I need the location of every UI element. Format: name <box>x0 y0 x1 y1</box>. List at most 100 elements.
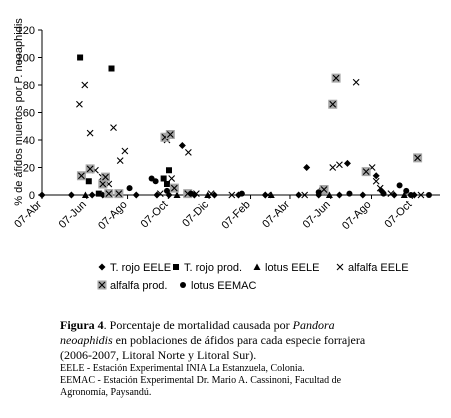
point-alfalfa-eele <box>110 124 117 132</box>
point-alfalfa-eele <box>372 177 380 185</box>
caption-note-eele: EELE - Estación Experimental INIA La Est… <box>60 363 305 374</box>
point-alfalfa-eele <box>116 157 124 165</box>
legend-marker-lotus-eele <box>253 263 261 270</box>
point-lotus-eele <box>204 191 212 198</box>
point-alfalfa-eele <box>81 81 89 89</box>
x-ticks: 07-Abr 07-Jun 07-Ago 07-Oct 07-Dic 07-Feb 07-A… <box>12 195 414 232</box>
point-t-rojo-prod <box>108 65 115 72</box>
caption-main: Figura 4. Porcentaje de mortalidad causa… <box>60 318 390 363</box>
data-points <box>38 54 432 199</box>
point-t-rojo-eele <box>295 191 303 199</box>
caption-note-eemac: EEMAC - Estación Experimental Dr. Mario … <box>60 375 342 398</box>
point-lotus-eemac <box>380 190 387 197</box>
point-t-rojo-prod <box>77 54 84 61</box>
point-lotus-eele <box>173 191 181 198</box>
legend-marker-alfalfa-prod <box>97 280 107 290</box>
point-lotus-eele <box>81 191 89 198</box>
x-tick-label: 07-Jun <box>57 199 89 231</box>
point-t-rojo-prod <box>163 181 170 187</box>
point-alfalfa-eele <box>156 190 164 198</box>
point-t-rojo-eele <box>335 191 343 199</box>
point-lotus-eemac <box>396 182 403 189</box>
point-alfalfa-eele <box>207 190 215 198</box>
point-alfalfa-eele <box>336 161 343 169</box>
point-alfalfa-prod <box>331 73 341 83</box>
x-tick-label: 07-Abr <box>260 198 292 230</box>
point-alfalfa-prod <box>413 153 423 163</box>
y-tick-label: 40 <box>23 135 35 147</box>
legend-marker-t-rojo-prod <box>173 264 179 270</box>
point-alfalfa-eele <box>76 100 83 108</box>
x-tick-label: 07-Oct <box>383 199 415 231</box>
point-t-rojo-eele <box>88 191 96 199</box>
legend-label-lotus-eemac: lotus EEMAC <box>191 280 256 292</box>
y-tick-label: 120 <box>17 25 35 37</box>
point-alfalfa-prod <box>76 171 86 181</box>
caption-figure-label: Figura 4 <box>60 318 104 332</box>
y-tick-label: 60 <box>23 108 35 120</box>
y-ticks: 0 20 40 60 80 100 120 <box>17 25 42 202</box>
legend: T. rojo EELE T. rojo prod. lotus EELE alfal… <box>97 262 409 292</box>
point-t-rojo-eele <box>38 191 46 199</box>
legend-label-alfalfa-eele: alfalfa EELE <box>348 262 409 274</box>
point-t-rojo-prod <box>160 175 167 182</box>
x-tick-label: 07-Ago <box>340 199 374 233</box>
point-lotus-eemac <box>425 192 432 198</box>
point-alfalfa-prod <box>98 179 108 189</box>
point-t-rojo-eele <box>261 191 269 199</box>
point-alfalfa-prod <box>165 130 175 139</box>
point-lotus-eemac <box>152 178 159 185</box>
point-t-rojo-eele <box>178 142 186 149</box>
point-t-rojo-eele <box>303 164 311 171</box>
point-t-rojo-eele <box>153 191 161 199</box>
point-alfalfa-prod <box>104 189 114 199</box>
x-tick-label: 07-Dic <box>180 198 211 229</box>
point-lotus-eele <box>325 191 333 198</box>
point-alfalfa-prod <box>319 185 329 194</box>
x-tick-label: 07-Jun <box>301 199 333 231</box>
point-alfalfa-eele <box>352 78 360 86</box>
point-alfalfa-prod <box>100 172 110 182</box>
y-tick-label: 100 <box>17 53 35 65</box>
y-tick-label: 20 <box>23 163 35 175</box>
legend-label-lotus-eele: lotus EELE <box>265 262 319 274</box>
caption-text-before: . Porcentaje de mortalidad causada por <box>103 318 293 332</box>
point-lotus-eemac <box>346 190 353 197</box>
point-t-rojo-prod <box>165 167 172 174</box>
x-tick-label: 07-Feb <box>220 199 253 232</box>
point-alfalfa-eele <box>168 175 176 182</box>
point-lotus-eemac <box>315 189 322 196</box>
caption-text-after: en poblaciones de áfidos para cada espec… <box>60 333 366 362</box>
point-lotus-eele <box>400 191 408 198</box>
point-alfalfa-prod <box>328 99 338 109</box>
point-lotus-eemac <box>163 187 170 194</box>
legend-label-t-rojo-prod: T. rojo prod. <box>184 262 242 274</box>
point-lotus-eemac <box>403 187 410 194</box>
point-t-rojo-eele <box>132 191 140 199</box>
y-tick-label: 80 <box>23 80 35 92</box>
point-alfalfa-prod <box>114 189 124 199</box>
point-alfalfa-eele <box>301 191 309 199</box>
point-alfalfa-eele <box>417 191 425 199</box>
legend-marker-alfalfa-eele <box>336 263 344 271</box>
point-alfalfa-prod <box>85 164 95 174</box>
point-alfalfa-prod <box>361 167 371 177</box>
figure-caption: Figura 4. Porcentaje de mortalidad causa… <box>60 318 390 399</box>
point-t-rojo-eele <box>210 191 218 199</box>
chart-axes <box>41 30 440 196</box>
point-alfalfa-eele <box>86 129 94 137</box>
legend-label-alfalfa-prod: alfalfa prod. <box>110 280 167 292</box>
point-t-rojo-eele <box>390 191 398 199</box>
point-t-rojo-prod <box>95 190 102 197</box>
point-alfalfa-eele <box>329 164 337 171</box>
legend-label-t-rojo-eele: T. rojo EELE <box>110 262 171 274</box>
point-t-rojo-eele <box>372 172 380 180</box>
point-lotus-eemac <box>126 185 133 192</box>
x-tick-label: 07-Oct <box>139 199 171 231</box>
point-alfalfa-eele <box>193 190 200 198</box>
point-alfalfa-eele <box>376 184 384 192</box>
point-lotus-eemac <box>407 192 414 198</box>
point-lotus-eemac <box>188 190 195 197</box>
point-alfalfa-eele <box>121 147 129 155</box>
